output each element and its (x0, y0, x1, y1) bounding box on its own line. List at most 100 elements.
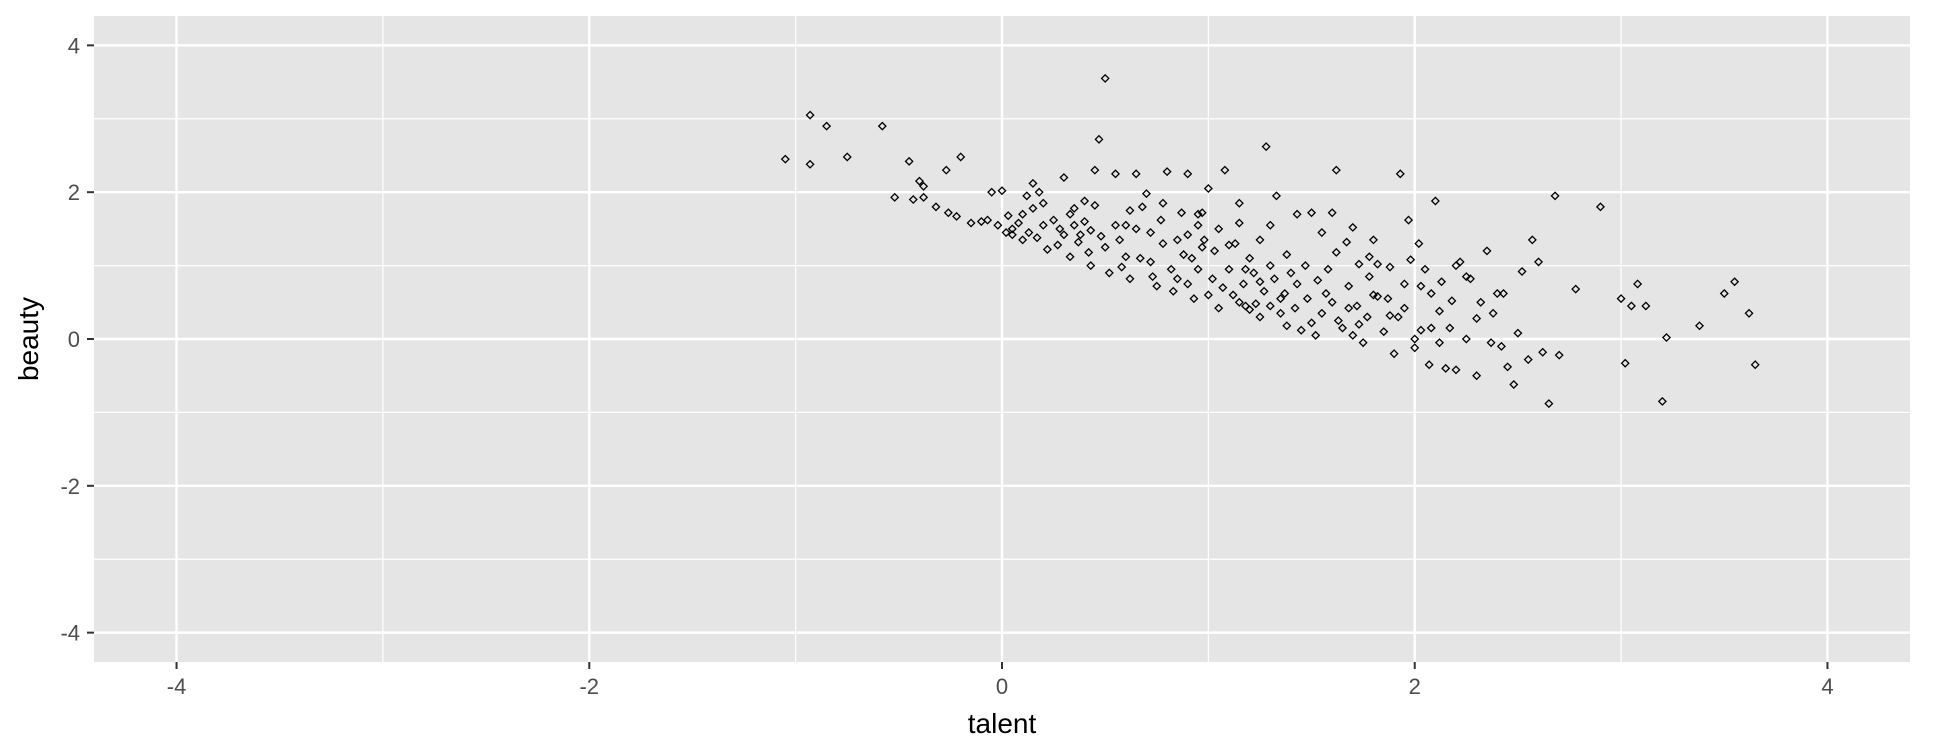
data-point (1183, 169, 1193, 179)
data-point (1110, 220, 1121, 230)
data-point (1461, 272, 1471, 282)
data-point (1486, 338, 1496, 348)
data-point (1331, 247, 1341, 257)
data-point (1472, 371, 1482, 381)
data-point (1657, 396, 1667, 406)
data-point (1513, 328, 1523, 338)
y-axis-title: beauty (13, 297, 44, 381)
data-point (1146, 257, 1156, 267)
data-point (1086, 225, 1096, 235)
data-point (1410, 343, 1420, 353)
data-point (1282, 321, 1292, 331)
data-point (1110, 169, 1121, 179)
x-tick-label: 0 (996, 674, 1008, 699)
data-point (890, 192, 900, 202)
data-point (1327, 297, 1337, 307)
data-point (1156, 215, 1166, 225)
data-point (1086, 261, 1096, 271)
data-point (1488, 308, 1498, 318)
data-point (1292, 279, 1302, 289)
data-point (1028, 203, 1038, 213)
data-point (1073, 237, 1083, 247)
data-point (1269, 274, 1279, 284)
data-point (1620, 358, 1630, 368)
data-point (1354, 259, 1364, 269)
data-point (1224, 264, 1234, 274)
data-point (956, 152, 966, 162)
data-point (1038, 198, 1048, 208)
data-point (1358, 338, 1368, 348)
data-point (1199, 235, 1209, 245)
data-point (1228, 290, 1238, 300)
data-point (1389, 349, 1399, 359)
data-point (1595, 202, 1605, 212)
data-point (1261, 142, 1271, 152)
data-point (1492, 288, 1502, 299)
data-point (1317, 228, 1327, 238)
data-point (1172, 235, 1182, 245)
data-point (1125, 274, 1135, 284)
data-point (1065, 252, 1075, 262)
data-point (1286, 268, 1296, 278)
data-point (1265, 301, 1275, 311)
data-point (1323, 264, 1333, 274)
data-point (1523, 355, 1533, 365)
data-point (1255, 235, 1265, 245)
data-point (1210, 246, 1220, 256)
data-point (1661, 333, 1672, 343)
data-point (1290, 303, 1300, 313)
data-point (1001, 228, 1011, 238)
y-tick-label: 2 (68, 180, 80, 205)
data-point (1245, 305, 1255, 315)
data-point (1187, 253, 1197, 263)
data-point (1234, 198, 1244, 208)
data-point (1259, 286, 1269, 296)
data-point (1158, 198, 1168, 208)
data-point (983, 215, 993, 225)
data-point (1131, 169, 1141, 179)
y-tick-label: -4 (60, 621, 80, 646)
data-point (1022, 191, 1032, 201)
x-axis: -4 -2 0 2 4 (167, 662, 1834, 699)
data-point (1024, 228, 1034, 238)
data-point (1121, 220, 1131, 230)
x-axis-title: talent (968, 708, 1037, 739)
data-point (919, 181, 929, 191)
data-point (1245, 253, 1255, 263)
data-point (1451, 365, 1461, 375)
data-point (1503, 362, 1513, 372)
data-point (1251, 299, 1261, 309)
data-point (1509, 379, 1519, 390)
y-axis: -4 -2 0 2 4 (60, 33, 94, 646)
data-point (1292, 209, 1302, 219)
data-point (1399, 279, 1409, 289)
data-point (914, 176, 924, 186)
data-point (1311, 330, 1321, 340)
major-gridlines (94, 16, 1910, 662)
data-point (1321, 288, 1331, 299)
x-tick-label: 2 (1409, 674, 1421, 699)
data-point (1034, 187, 1044, 197)
data-point (1249, 268, 1259, 278)
data-point (1307, 318, 1317, 328)
data-point (1395, 169, 1405, 179)
data-point (1255, 312, 1265, 322)
data-point (1059, 172, 1069, 183)
data-point (1193, 209, 1203, 219)
data-point (993, 220, 1003, 230)
data-point (1416, 325, 1426, 335)
data-point (1146, 228, 1156, 238)
data-point (1296, 325, 1306, 335)
data-point (1214, 224, 1224, 234)
data-point (1307, 208, 1317, 218)
x-tick-label: -2 (579, 674, 599, 699)
data-point (1385, 310, 1395, 321)
data-point (1554, 350, 1564, 360)
x-tick-label: 4 (1821, 674, 1833, 699)
data-point (1234, 297, 1244, 307)
data-point (1276, 308, 1286, 318)
data-point (1042, 244, 1052, 254)
data-point (1096, 231, 1106, 241)
data-point (1053, 240, 1063, 250)
data-point (1362, 312, 1372, 322)
